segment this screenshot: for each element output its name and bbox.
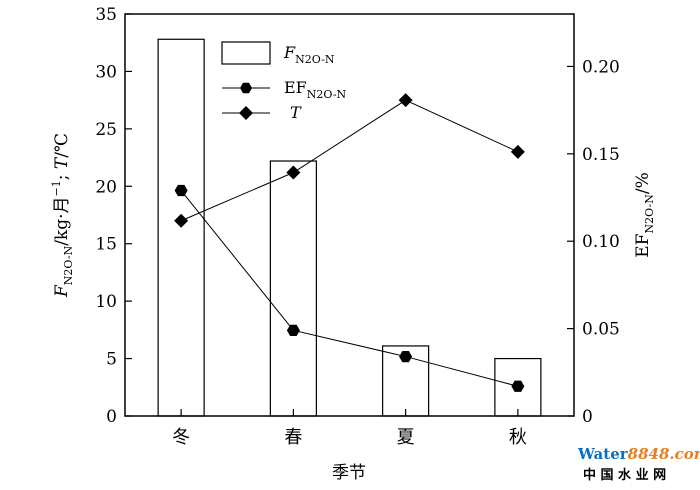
right-axis: 0 0.05 0.10 0.15 0.20 — [567, 57, 620, 427]
t-marker-3 — [398, 93, 413, 108]
left-tick-label: 5 — [106, 350, 117, 370]
legend-label-t: T — [290, 103, 302, 122]
bar-series — [157, 38, 542, 417]
right-tick-label: 0.20 — [582, 57, 620, 77]
x-tick-label: 秋 — [509, 427, 527, 448]
x-tick-label: 夏 — [397, 427, 415, 448]
right-tick-label: 0.15 — [582, 145, 620, 165]
t-line — [180, 99, 519, 222]
left-axis: 0 5 10 15 20 25 30 35 — [95, 5, 132, 427]
y-axis-title-left: FN2O-N/kg·月−1; T/℃ — [50, 133, 75, 298]
watermark-logo: Water8848.com — [577, 445, 700, 463]
left-tick-label: 20 — [95, 177, 117, 197]
right-tick-label: 0 — [582, 407, 593, 427]
legend-label-ef: EFN2O-N — [284, 78, 347, 101]
x-axis-title: 季节 — [332, 463, 366, 483]
ef-marker-4 — [511, 380, 525, 392]
x-axis: 冬春夏秋 — [172, 409, 527, 448]
plot-frame — [124, 13, 575, 417]
left-tick-label: 25 — [95, 120, 117, 140]
left-tick-label: 30 — [95, 62, 117, 82]
right-tick-label: 0.10 — [582, 232, 620, 252]
legend: FN2O-N EFN2O-N T — [221, 41, 347, 122]
left-tick-label: 15 — [95, 235, 117, 255]
legend-label-f: FN2O-N — [283, 43, 335, 66]
bar-2 — [269, 160, 317, 417]
left-tick-label: 10 — [95, 292, 117, 312]
ef-marker-3 — [399, 350, 413, 363]
right-tick-label: 0.05 — [582, 320, 620, 340]
y-axis-title-right: EFN2O-N/% — [633, 172, 656, 258]
x-tick-label: 冬 — [172, 427, 190, 448]
x-tick-label: 春 — [284, 427, 302, 448]
legend-diamond-marker — [239, 106, 253, 120]
left-tick-label: 0 — [106, 407, 117, 427]
legend-bar-swatch — [221, 41, 271, 65]
left-tick-label: 35 — [95, 5, 117, 25]
ef-marker-2 — [286, 324, 300, 336]
t-marker-1 — [174, 213, 189, 228]
watermark-cn: 中 国 水 业 网 — [583, 467, 666, 483]
ef-marker-1 — [174, 184, 188, 197]
watermark: Water8848.com 中 国 水 业 网 — [577, 445, 700, 483]
t-marker-2 — [286, 165, 301, 180]
legend-hexagon-marker — [240, 82, 252, 94]
t-marker-4 — [510, 144, 525, 159]
line-series — [174, 93, 525, 392]
ef-line — [180, 190, 519, 387]
